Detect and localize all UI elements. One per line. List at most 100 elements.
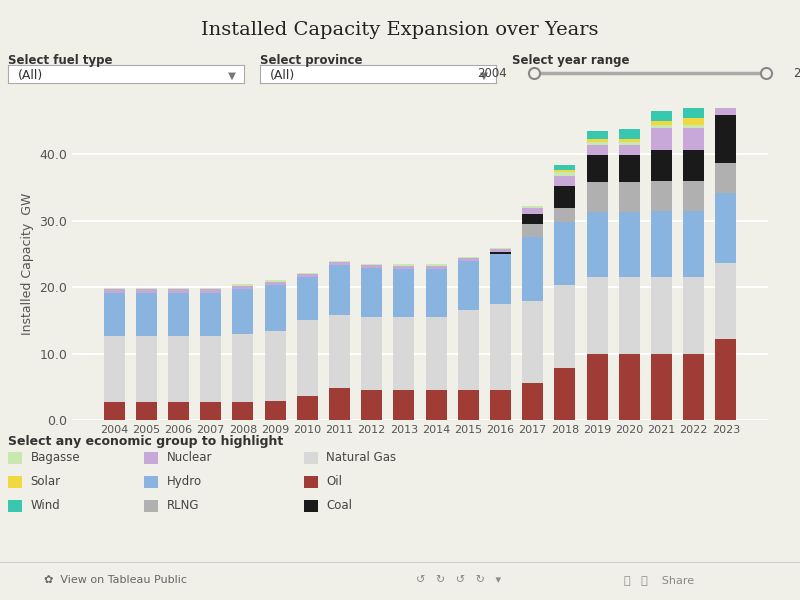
Bar: [297, 396, 318, 420]
Bar: [683, 353, 704, 420]
Bar: [554, 176, 575, 185]
Bar: [458, 262, 478, 310]
Bar: [362, 263, 382, 265]
Bar: [554, 172, 575, 176]
Bar: [394, 264, 414, 266]
Text: Solar: Solar: [30, 475, 61, 488]
Bar: [683, 181, 704, 211]
Bar: [651, 112, 672, 121]
Bar: [297, 320, 318, 396]
Bar: [715, 69, 736, 82]
Bar: [651, 211, 672, 277]
Bar: [265, 280, 286, 281]
Bar: [394, 269, 414, 317]
Bar: [554, 208, 575, 221]
Bar: [586, 139, 607, 142]
Bar: [104, 289, 125, 293]
Bar: [297, 273, 318, 274]
Text: Coal: Coal: [326, 499, 353, 512]
Bar: [233, 402, 254, 420]
Text: ✿  View on Tableau Public: ✿ View on Tableau Public: [44, 575, 187, 585]
Bar: [522, 383, 543, 420]
Bar: [651, 151, 672, 181]
Bar: [619, 142, 640, 145]
Bar: [619, 145, 640, 155]
Bar: [168, 402, 189, 420]
Bar: [651, 277, 672, 353]
Bar: [329, 388, 350, 420]
Bar: [265, 281, 286, 284]
Bar: [426, 266, 446, 269]
Bar: [715, 89, 736, 93]
Bar: [522, 206, 543, 208]
Bar: [329, 265, 350, 315]
Bar: [715, 93, 736, 115]
Bar: [362, 265, 382, 268]
Bar: [458, 310, 478, 390]
Bar: [651, 121, 672, 125]
Bar: [168, 335, 189, 402]
Bar: [200, 288, 221, 289]
Bar: [651, 125, 672, 128]
Bar: [619, 212, 640, 277]
Bar: [715, 115, 736, 163]
Bar: [168, 293, 189, 335]
Bar: [458, 390, 478, 420]
Bar: [458, 258, 478, 262]
Bar: [586, 277, 607, 353]
Bar: [136, 293, 157, 335]
Text: Bagasse: Bagasse: [30, 451, 80, 464]
Bar: [200, 402, 221, 420]
Bar: [297, 274, 318, 277]
Bar: [394, 317, 414, 390]
Bar: [683, 118, 704, 125]
Bar: [683, 128, 704, 151]
Bar: [651, 353, 672, 420]
Bar: [522, 214, 543, 224]
Text: (All): (All): [18, 69, 42, 82]
Text: Nuclear: Nuclear: [166, 451, 212, 464]
Bar: [586, 155, 607, 182]
Bar: [619, 155, 640, 182]
Text: Natural Gas: Natural Gas: [326, 451, 397, 464]
Bar: [233, 334, 254, 402]
Bar: [651, 128, 672, 151]
Bar: [136, 289, 157, 293]
Bar: [619, 139, 640, 142]
Bar: [458, 257, 478, 258]
Bar: [329, 262, 350, 265]
Bar: [426, 390, 446, 420]
Bar: [136, 335, 157, 402]
Bar: [683, 277, 704, 353]
Text: ⬜   ⬜    Share: ⬜ ⬜ Share: [624, 575, 694, 585]
Text: Select fuel type: Select fuel type: [8, 54, 113, 67]
Bar: [136, 402, 157, 420]
Bar: [426, 269, 446, 317]
Bar: [554, 284, 575, 368]
Bar: [104, 288, 125, 289]
Text: RLNG: RLNG: [166, 499, 199, 512]
Text: Select year range: Select year range: [512, 54, 630, 67]
Bar: [715, 82, 736, 89]
Bar: [490, 252, 511, 254]
Bar: [586, 212, 607, 277]
Bar: [683, 125, 704, 128]
Text: (All): (All): [270, 69, 294, 82]
Text: 2004: 2004: [477, 67, 506, 80]
Text: Select province: Select province: [260, 54, 362, 67]
Bar: [104, 402, 125, 420]
Bar: [522, 301, 543, 383]
Bar: [683, 107, 704, 118]
Bar: [265, 401, 286, 420]
Bar: [619, 182, 640, 212]
Bar: [426, 317, 446, 390]
Bar: [394, 266, 414, 269]
Bar: [104, 293, 125, 335]
Bar: [362, 317, 382, 390]
Bar: [586, 182, 607, 212]
Bar: [586, 145, 607, 155]
Bar: [200, 335, 221, 402]
Bar: [554, 221, 575, 284]
Bar: [554, 368, 575, 420]
Text: ▼: ▼: [479, 71, 487, 80]
